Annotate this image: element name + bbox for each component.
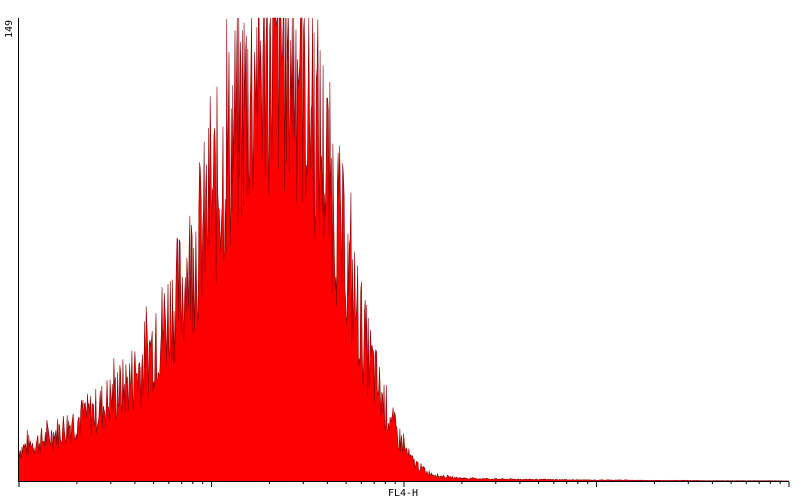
plot-area — [18, 17, 790, 482]
histogram-series-fill — [19, 18, 789, 481]
x-axis-label: FL4-H — [388, 488, 418, 499]
x-axis-ticks — [18, 482, 790, 487]
histogram-series-outline — [18, 17, 790, 482]
y-axis-max-label: 149 — [4, 20, 15, 38]
